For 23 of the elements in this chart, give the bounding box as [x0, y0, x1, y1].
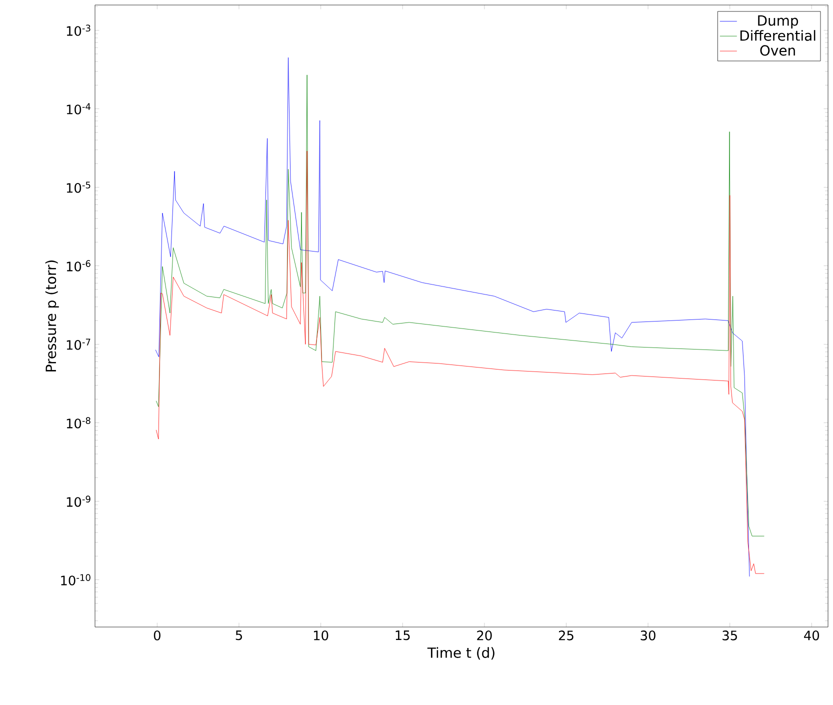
x-tick-label: 25: [558, 630, 574, 640]
legend-label: Dump: [758, 15, 798, 28]
y-tick-label: 10$^{-7}$: [66, 338, 90, 350]
y-tick-label: 10$^{-5}$: [66, 182, 90, 193]
y-tick-label: 10$^{-3}$: [66, 24, 90, 36]
x-axis-title: Time t (d): [427, 647, 494, 660]
x-tick-label: 40: [804, 630, 820, 640]
y-tick-label: 10$^{-4}$: [66, 103, 90, 114]
legend-label: Differential: [740, 30, 816, 41]
legend-label: Oven: [760, 45, 795, 56]
x-tick-label: 20: [477, 630, 492, 640]
y-axis-title: Pressure p (torr): [45, 260, 59, 372]
x-tick-label: 5: [236, 630, 242, 640]
x-tick-label: 10: [314, 630, 328, 640]
x-tick-label: 0: [154, 630, 160, 640]
y-tick-label: 10$^{-9}$: [66, 496, 90, 507]
y-tick-label: 10$^{-8}$: [66, 417, 90, 428]
line-series: [156, 150, 764, 574]
x-tick-label: 35: [722, 630, 737, 640]
y-tick-label: 10$^{-10}$: [61, 574, 90, 586]
y-tick-label: 10$^{-6}$: [66, 260, 90, 272]
x-tick-label: 30: [640, 630, 656, 640]
x-tick-label: 15: [396, 630, 410, 640]
